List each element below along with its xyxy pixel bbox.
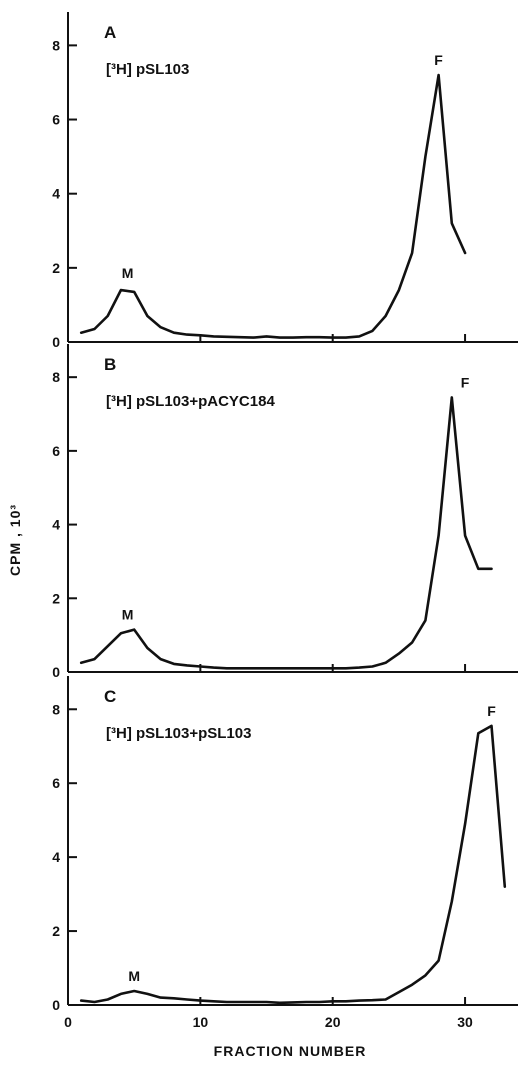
series-line-a (79, 73, 467, 339)
peak-label-m: M (122, 265, 134, 281)
y-tick-label: 0 (52, 664, 60, 680)
plot-layer: 0 2 4 6 8 A [³H] pSL103 M F 0 2 4 6 8 B [³H] pSL103+pAC… (52, 12, 518, 1030)
y-axis-title: CPM , 10³ (7, 504, 23, 576)
y-tick-label: 6 (52, 443, 60, 459)
sample-label: [³H] pSL103+pACYC184 (106, 393, 275, 410)
sample-label: [³H] pSL103 (106, 61, 189, 78)
y-tick-label: 4 (52, 849, 60, 865)
panel-b: 0 2 4 6 8 B [³H] pSL103+pACYC184 M F (52, 344, 518, 680)
peak-label-f: F (461, 374, 470, 390)
y-tick-label: 8 (52, 37, 60, 53)
panel-letter: A (104, 23, 116, 42)
y-tick-label: 6 (52, 775, 60, 791)
series-line-b (79, 396, 493, 670)
y-tick-label: 2 (52, 590, 60, 606)
peak-label-m: M (122, 607, 134, 623)
panel-c: 0 2 4 6 8 0 10 20 30 C [³H] pSL103+pSL103 M F (52, 676, 518, 1030)
y-tick-label: 4 (52, 517, 60, 533)
panel-letter: C (104, 687, 116, 706)
y-tick-label: 2 (52, 923, 60, 939)
y-tick-label: 6 (52, 112, 60, 128)
sample-label: [³H] pSL103+pSL103 (106, 725, 251, 742)
panel-a: 0 2 4 6 8 A [³H] pSL103 M F (52, 12, 518, 350)
panel-letter: B (104, 355, 116, 374)
x-tick-label: 0 (64, 1014, 72, 1030)
y-tick-label: 4 (52, 186, 60, 202)
peak-label-f: F (434, 52, 443, 68)
x-tick-label: 20 (325, 1014, 341, 1030)
y-tick-label: 8 (52, 369, 60, 385)
x-tick-label: 30 (457, 1014, 473, 1030)
x-axis-title: FRACTION NUMBER (214, 1043, 367, 1059)
y-tick-label: 8 (52, 701, 60, 717)
peak-label-m: M (128, 968, 140, 984)
peak-label-f: F (487, 703, 496, 719)
y-tick-label: 2 (52, 260, 60, 276)
x-tick-label: 10 (193, 1014, 209, 1030)
y-tick-label: 0 (52, 334, 60, 350)
series-line-c (79, 724, 507, 1005)
y-tick-label: 0 (52, 997, 60, 1013)
